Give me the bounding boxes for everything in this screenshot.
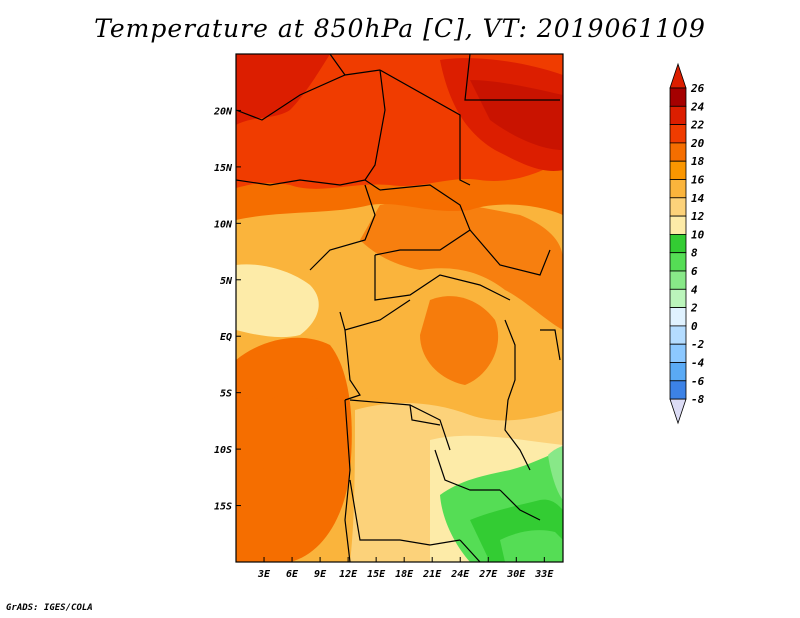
map-title: Temperature at 850hPa [C], VT: 201906110…	[94, 14, 706, 43]
colorbar-top-tip	[669, 62, 687, 89]
colorbar-segment	[669, 160, 687, 180]
lon-tick-label: 3E	[257, 569, 271, 580]
lon-tick-label: 12E	[339, 569, 358, 580]
lat-tick-label: 20N	[213, 106, 233, 117]
colorbar-segment	[669, 87, 687, 107]
lon-tick-label: 33E	[534, 569, 554, 580]
colorbar-label: 16	[691, 174, 705, 187]
colorbar-segment	[669, 215, 687, 235]
colorbar-segment	[669, 233, 687, 254]
colorbar-bottom-tip	[669, 398, 687, 425]
colorbar-segment	[669, 325, 687, 345]
lon-tick-label: 6E	[286, 569, 299, 580]
colorbar-segment	[669, 270, 687, 290]
colorbar-label: 12	[691, 210, 705, 223]
lon-tick-label: 21E	[422, 569, 442, 580]
colorbar-label: 2	[690, 302, 698, 315]
lon-tick-label: 30E	[506, 569, 526, 580]
colorbar-label: 26	[690, 82, 705, 95]
colorbar-segment	[669, 197, 687, 217]
lon-tick-label: 18E	[395, 569, 414, 580]
colorbar-label: 4	[691, 283, 698, 296]
colorbar-segment	[669, 179, 687, 199]
latitude-axis: 20N 15N 10N 5N EQ 5S 10S 15S	[213, 106, 241, 513]
longitude-axis: 3E 6E 9E 12E 15E 18E 21E 24E 27E 30E 33E	[257, 557, 554, 580]
lon-tick-label: 15E	[367, 569, 386, 580]
country-borders	[236, 54, 561, 562]
lon-tick-label: 9E	[314, 569, 327, 580]
lat-tick-label: 15N	[214, 163, 233, 174]
lon-tick-label: 24E	[450, 569, 470, 580]
colorbar-segment	[669, 252, 687, 272]
credit-label: GrADS: IGES/COLA	[6, 603, 93, 613]
lat-tick-label: 10S	[214, 445, 232, 456]
colorbar-label: 18	[691, 155, 705, 168]
colorbar-label: 8	[691, 247, 698, 260]
colorbar-segment	[669, 362, 687, 382]
colorbar-label: -6	[691, 375, 705, 388]
temperature-field	[236, 54, 563, 562]
lat-tick-label: 15S	[214, 502, 232, 513]
colorbar-segment	[669, 105, 687, 126]
colorbar-segment	[669, 124, 687, 144]
lon-tick-label: 27E	[478, 569, 498, 580]
lat-tick-label: 10N	[214, 219, 233, 230]
colorbar-segment	[669, 142, 687, 162]
lat-tick-label: 5S	[220, 389, 232, 400]
colorbar-label: -2	[691, 338, 705, 351]
colorbar-segment	[669, 380, 687, 400]
colorbar-label: 20	[690, 137, 705, 150]
colorbar-segment	[669, 288, 687, 308]
colorbar-label: 14	[691, 192, 705, 205]
lat-tick-label: 5N	[220, 276, 233, 287]
colorbar-label: -4	[691, 357, 705, 370]
colorbar-label: 6	[691, 265, 698, 278]
colorbar-label: 0	[691, 320, 698, 333]
colorbar-label: -8	[691, 393, 705, 406]
colorbar-label: 10	[691, 228, 705, 241]
map-frame	[235, 53, 564, 563]
colorbar-label: 22	[690, 119, 705, 132]
colorbar-label: 24	[690, 100, 705, 113]
lat-tick-label: EQ	[220, 332, 232, 343]
colorbar-segment	[669, 307, 687, 327]
colorbar-segment	[669, 343, 687, 363]
